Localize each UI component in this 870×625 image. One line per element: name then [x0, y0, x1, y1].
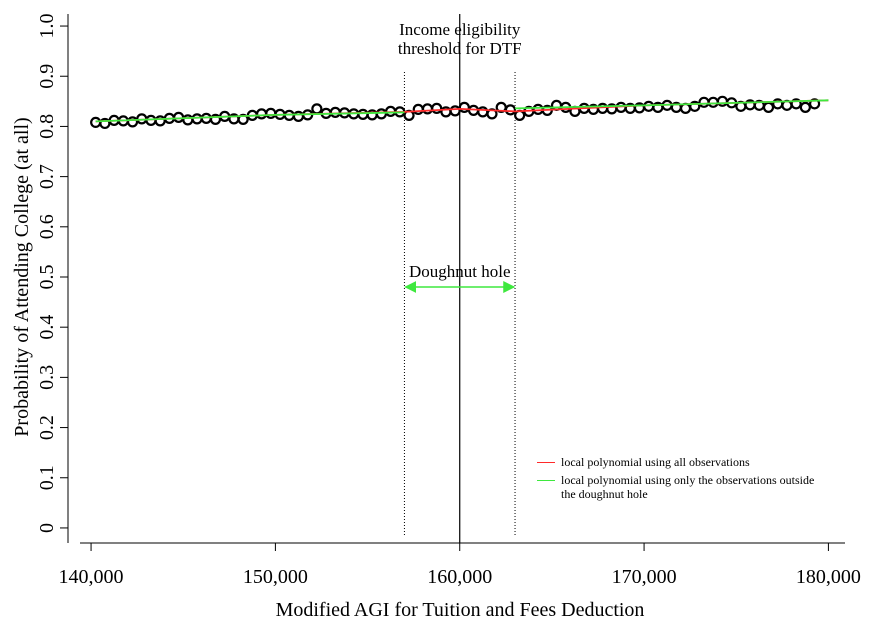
- y-tick-label: 1.0: [36, 14, 58, 39]
- point: [255, 108, 268, 120]
- point: [182, 114, 194, 126]
- legend-swatch: [537, 462, 555, 463]
- point: [762, 101, 775, 113]
- y-tick-label: 0.7: [36, 164, 58, 189]
- point: [799, 101, 811, 113]
- point: [126, 116, 139, 128]
- legend-label: local polynomial using all observations: [561, 455, 750, 469]
- y-tick-label: 0.3: [36, 365, 58, 390]
- point: [311, 103, 323, 115]
- threshold-label: threshold for DTF: [398, 39, 522, 58]
- legend: local polynomial using all observations l…: [537, 455, 837, 505]
- point: [421, 103, 434, 115]
- point: [90, 116, 102, 129]
- point: [486, 108, 498, 120]
- point: [265, 107, 277, 119]
- y-tick-label: 0.1: [36, 465, 58, 490]
- point: [707, 96, 719, 108]
- x-axis-label: Modified AGI for Tuition and Fees Deduct…: [276, 599, 645, 621]
- point: [808, 98, 821, 110]
- legend-label: local polynomial using only the observat…: [561, 473, 815, 501]
- point: [237, 113, 249, 125]
- point: [375, 108, 387, 120]
- point: [596, 102, 609, 114]
- point: [643, 100, 655, 112]
- legend-swatch: [537, 480, 555, 481]
- y-tick-label: 0.4: [36, 315, 58, 340]
- x-tick-label: 170,000: [612, 566, 677, 588]
- fit-line: [95, 99, 829, 123]
- point: [679, 102, 692, 114]
- y-tick-label: 0.9: [36, 64, 58, 89]
- point: [191, 113, 203, 125]
- point: [154, 115, 166, 127]
- x-tick-label: 160,000: [427, 566, 492, 588]
- point: [790, 98, 802, 110]
- y-tick-label: 0: [36, 523, 58, 533]
- point: [357, 108, 369, 120]
- point: [504, 104, 517, 116]
- point: [698, 96, 710, 108]
- point: [431, 102, 443, 114]
- point: [458, 101, 470, 113]
- point: [477, 106, 489, 118]
- threshold-label: Income eligibility: [399, 20, 521, 39]
- y-tick-label: 0.6: [36, 214, 58, 239]
- point: [772, 98, 784, 110]
- point: [329, 106, 341, 118]
- y-tick-label: 0.2: [36, 415, 58, 440]
- x-tick-label: 180,000: [796, 566, 861, 588]
- point: [514, 109, 526, 121]
- y-axis-label: Probability of Attending College (at all…: [11, 117, 33, 436]
- doughnut-label: Doughnut hole: [409, 262, 511, 281]
- point: [689, 100, 701, 112]
- point: [716, 95, 729, 107]
- point: [292, 110, 305, 122]
- point: [449, 105, 461, 117]
- y-tick-label: 0.8: [36, 114, 58, 139]
- legend-entry: local polynomial using only the observat…: [537, 473, 837, 501]
- y-tick-label: 0.5: [36, 264, 58, 289]
- x-tick-label: 140,000: [59, 566, 124, 588]
- legend-entry: local polynomial using all observations: [537, 455, 837, 469]
- x-tick-label: 150,000: [243, 566, 308, 588]
- point: [412, 103, 424, 115]
